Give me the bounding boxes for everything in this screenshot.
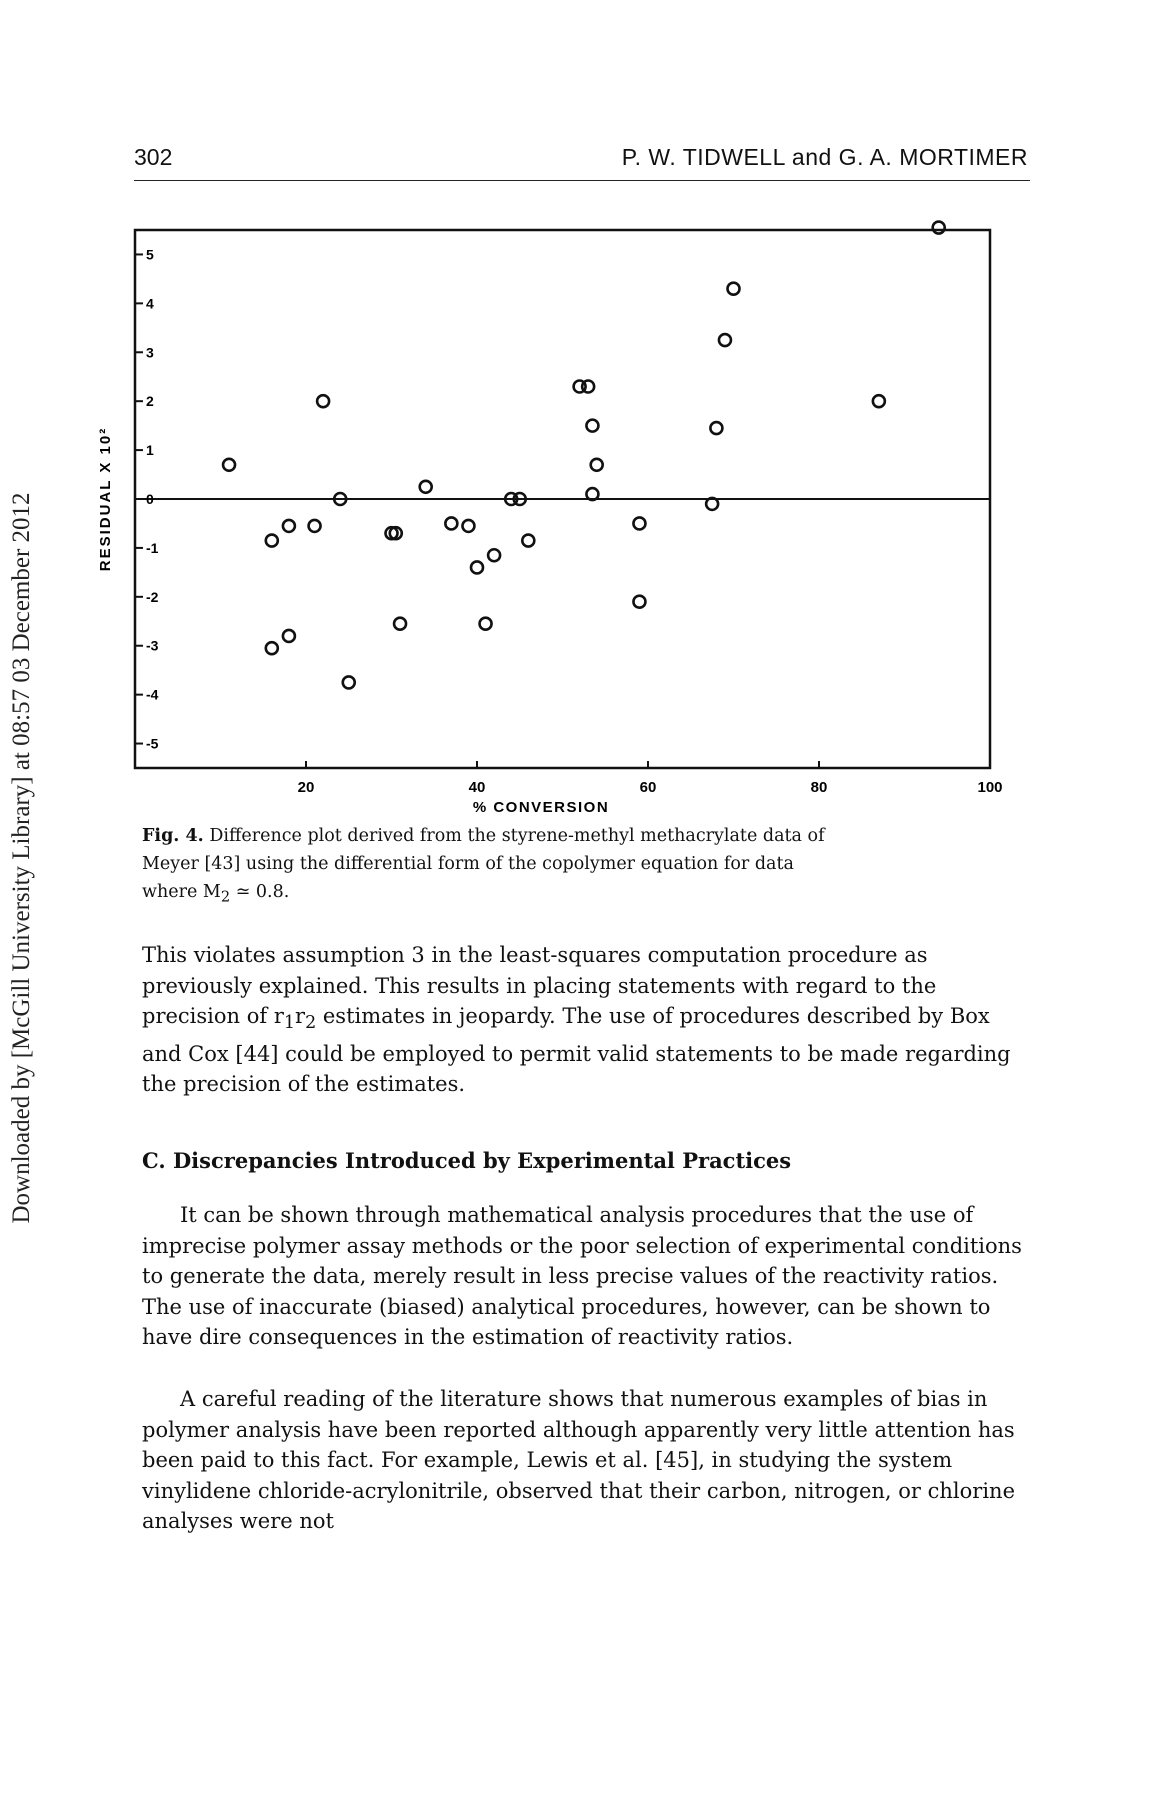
p1-sub2: 2 — [305, 1013, 317, 1034]
y-tick-label: -2 — [146, 589, 159, 605]
x-tick-label: 20 — [298, 779, 315, 796]
y-tick-label: 1 — [146, 442, 154, 458]
paragraph-assumption: This violates assumption 3 in the least-… — [142, 940, 1022, 1100]
download-watermark-text: Downloaded by [McGill University Library… — [8, 492, 35, 1224]
p1-text-end: estimates in jeopardy. The use of proced… — [142, 1004, 1011, 1097]
data-point — [512, 491, 528, 507]
x-axis-label: % CONVERSION — [473, 799, 609, 816]
data-point — [221, 457, 237, 473]
data-point — [264, 533, 280, 548]
data-point — [580, 379, 596, 394]
y-tick-label: -5 — [146, 736, 159, 752]
page-number: 302 — [134, 144, 173, 170]
data-point — [871, 393, 887, 409]
data-point — [281, 518, 297, 534]
data-point — [315, 393, 331, 409]
data-point — [388, 525, 404, 541]
caption-line-3-end: ≃ 0.8. — [230, 882, 290, 902]
data-point — [444, 516, 459, 531]
data-point — [585, 418, 600, 433]
data-point — [709, 420, 724, 436]
residual-scatter-chart: 5 4 3 2 1 0 -1 -2 -3 -4 -5 20 40 60 80 100 RESIDUAL X … — [97, 220, 1003, 816]
data-point — [469, 560, 485, 575]
paragraph-literature: A careful reading of the literature show… — [142, 1387, 1015, 1533]
y-tick-label: 2 — [146, 393, 154, 409]
data-point — [585, 486, 600, 502]
y-tick-label: 3 — [146, 344, 154, 360]
x-tick-label: 100 — [977, 779, 1002, 796]
data-point — [384, 525, 399, 541]
data-point — [704, 496, 720, 512]
data-point — [341, 675, 357, 690]
figure-caption: Fig. 4. Difference plot derived from the… — [142, 822, 1022, 912]
figure-4: 5 4 3 2 1 0 -1 -2 -3 -4 -5 20 40 60 80 100 RESIDUAL X … — [90, 220, 1070, 820]
data-point — [392, 616, 408, 632]
data-point — [461, 518, 476, 534]
data-point — [572, 379, 587, 394]
p1-text-start: This violates assumption 3 in the least-… — [142, 943, 937, 1028]
data-point — [726, 281, 741, 296]
download-watermark: Downloaded by [McGill University Library… — [0, 0, 44, 1800]
data-point — [281, 628, 297, 644]
p1-r1: r — [273, 1004, 284, 1028]
data-point — [307, 518, 322, 534]
y-tick-label: -3 — [146, 638, 159, 654]
data-point — [486, 547, 502, 563]
p1-sub1: 1 — [283, 1013, 296, 1034]
figure-label: Fig. 4. — [142, 826, 204, 846]
data-point — [931, 220, 947, 235]
p1-r2: r — [295, 1004, 306, 1028]
y-tick-label: 0 — [146, 491, 154, 507]
y-tick-label: -4 — [146, 687, 159, 703]
caption-line-3: where M — [142, 882, 221, 902]
y-axis-label: RESIDUAL X 10² — [97, 427, 114, 571]
data-point — [717, 332, 733, 348]
caption-line-2: Meyer [43] using the differential form o… — [142, 854, 794, 874]
header-authors: P. W. TIDWELL and G. A. MORTIMER — [621, 144, 1028, 170]
y-tick-label: 4 — [146, 295, 154, 311]
data-point — [503, 491, 519, 507]
data-point — [264, 640, 280, 656]
data-point — [589, 457, 605, 473]
data-point — [632, 516, 647, 531]
y-tick-label: 5 — [146, 246, 154, 262]
caption-line-1: Difference plot derived from the styrene… — [209, 826, 825, 846]
x-tick-label: 80 — [811, 779, 828, 796]
x-tick-label: 40 — [469, 779, 486, 796]
running-header: 302 P. W. TIDWELL and G. A. MORTIMER — [134, 142, 1030, 181]
caption-subscript: 2 — [220, 888, 231, 906]
data-point — [632, 594, 647, 610]
data-point — [520, 533, 536, 548]
paragraph-analysis: It can be shown through mathematical ana… — [142, 1203, 1022, 1349]
y-tick-label: -1 — [146, 540, 159, 556]
x-tick-label: 60 — [640, 779, 657, 796]
data-point — [418, 479, 434, 495]
data-point — [478, 616, 493, 632]
data-point — [332, 491, 348, 507]
section-heading: C. Discrepancies Introduced by Experimen… — [142, 1148, 792, 1173]
